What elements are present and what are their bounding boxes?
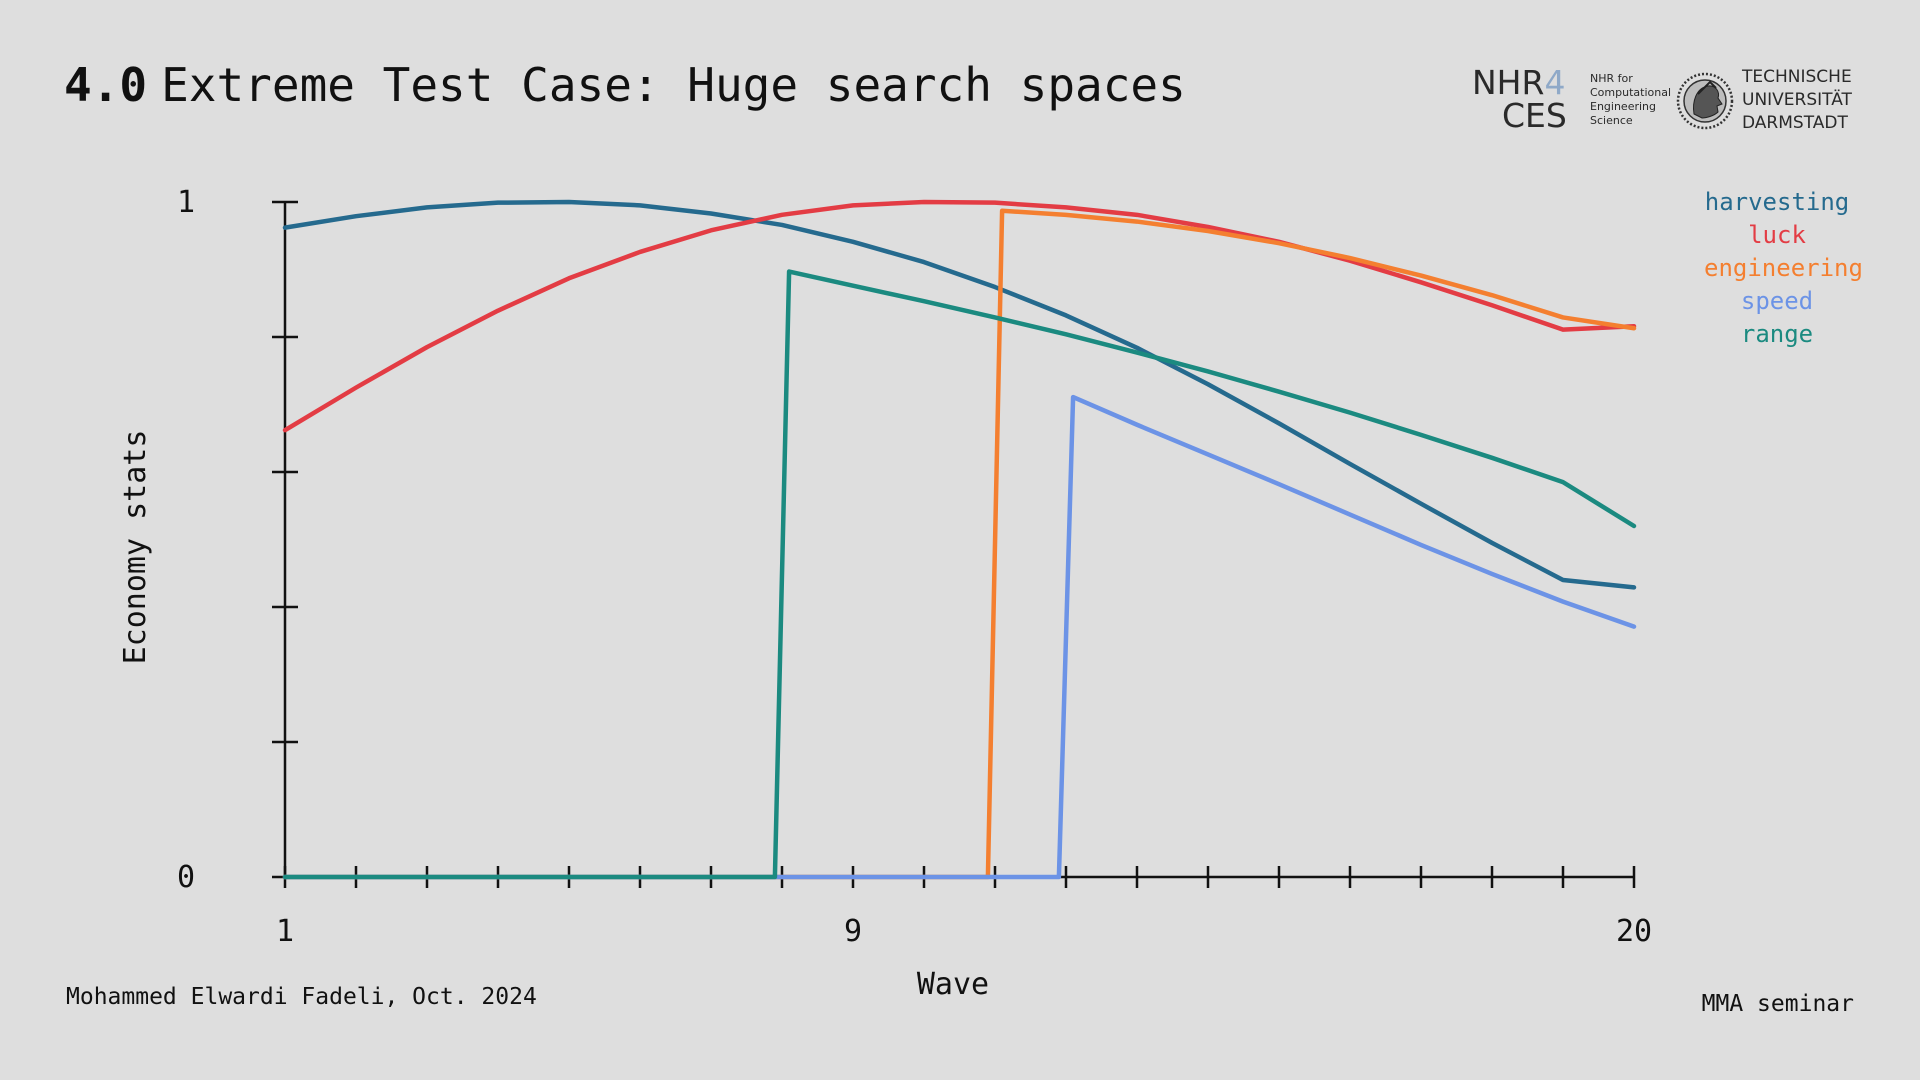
nhr4ces-logo: NHR4 CES NHR for Computational Engineeri… [1472,66,1672,142]
y-axis-label: Economy stats [118,430,153,665]
x-tick-label: 9 [844,914,862,949]
series-line-engineering [282,208,1637,880]
title-text: Extreme Test Case: Huge search spaces [161,58,1186,112]
nhr-caption-line: Computational [1590,86,1672,99]
legend-item-harvesting: harvesting [1704,188,1850,216]
legend-item-speed: speed [1740,287,1814,315]
footer-event: MMA seminar [1701,991,1854,1017]
footer-author: Mohammed Elwardi Fadeli, Oct. 2024 [66,984,537,1010]
series-line-harvesting [282,199,1637,590]
nhr-caption-line: Engineering [1590,100,1656,113]
y-tick-label: 1 [177,185,195,220]
x-tick-label: 20 [1616,914,1652,949]
legend-item-range: range [1740,320,1814,348]
tu-logo-line: UNIVERSITÄT [1742,90,1852,110]
nhr-caption-line: NHR for [1590,72,1633,85]
nhr-logo-text: NHR [1472,63,1545,102]
chart-labels: 1 9 20 0 1 Wave Economy stats [118,185,1652,1002]
y-tick-label: 0 [177,860,195,895]
legend-item-engineering: engineering [1704,254,1863,282]
series-line-luck [282,199,1637,433]
chart-axes [272,200,1636,888]
chart-legend: harvesting luck engineering speed range [1704,186,1863,351]
nhr-logo-caption: NHR for Computational Engineering Scienc… [1590,72,1671,128]
nhr-caption-line: Science [1590,114,1633,127]
tu-logo-line: TECHNISCHE [1742,67,1852,87]
ces-logo-text: CES [1502,96,1567,135]
x-tick-label: 1 [276,914,294,949]
chart-series [282,199,1637,880]
athena-seal-icon [1676,72,1734,130]
x-axis-label: Wave [917,967,989,1002]
legend-item-luck: luck [1748,221,1806,249]
series-line-range [282,269,1637,880]
series-line-speed [282,394,1637,880]
nhr-logo-four: 4 [1544,63,1566,102]
tu-darmstadt-logo-text: TECHNISCHE UNIVERSITÄT DARMSTADT [1742,66,1852,135]
section-number: 4.0 [64,58,148,112]
tu-logo-line: DARMSTADT [1742,113,1848,133]
slide-title: 4.0 Extreme Test Case: Huge search spaces [64,58,1186,112]
